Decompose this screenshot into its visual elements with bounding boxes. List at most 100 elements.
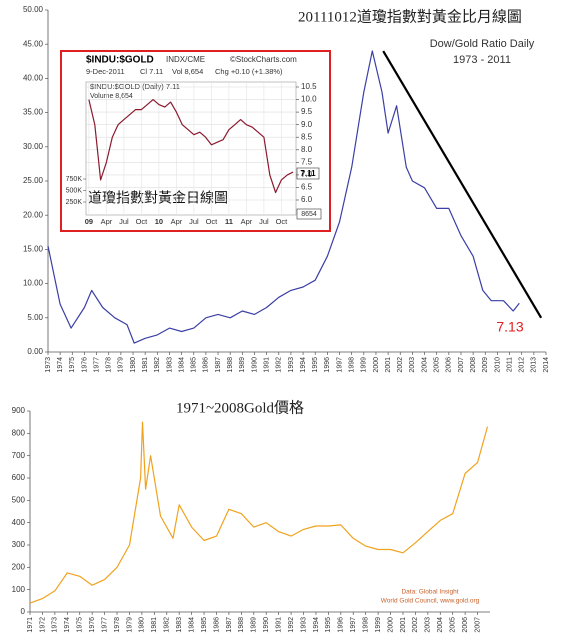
x-tick-label: 1977 — [93, 357, 100, 373]
x-tick-label: 2004 — [421, 357, 428, 373]
x-tick-label: Jul — [259, 217, 269, 226]
y-tick-label: 5.00 — [27, 313, 43, 322]
volume-box — [296, 208, 322, 220]
x-tick-label: 1971 — [27, 617, 34, 633]
x-tick-label: 1979 — [126, 617, 133, 633]
x-tick-label: 1991 — [275, 617, 282, 633]
x-tick-label: Jul — [119, 217, 129, 226]
x-tick-label: 2006 — [446, 357, 453, 373]
x-tick-label: 2001 — [400, 617, 407, 633]
y-tick-label: 700 — [12, 451, 26, 460]
y-tick-label: 100 — [12, 585, 26, 594]
x-tick-label: 1992 — [288, 617, 295, 633]
x-tick-label: 1987 — [226, 617, 233, 633]
x-tick-label: 1992 — [276, 357, 283, 373]
y-tick-label: 50.00 — [23, 5, 44, 14]
inset-change: Chg +0.10 (+1.38%) — [215, 67, 283, 76]
x-tick-label: 1986 — [213, 617, 220, 633]
x-tick-label: 2005 — [434, 357, 441, 373]
x-tick-label: 1995 — [325, 617, 332, 633]
x-tick-label: 2006 — [462, 617, 469, 633]
x-tick-label: Apr — [101, 217, 113, 226]
inset-symbol: $INDU:$GOLD — [86, 55, 154, 66]
y-tick-label: 200 — [12, 562, 26, 571]
y-tick-label: 10.00 — [23, 279, 44, 288]
x-tick-label: 09 — [85, 217, 93, 226]
x-tick-label: 2014 — [543, 357, 550, 373]
x-tick-label: 1987 — [215, 357, 222, 373]
chart-title: 1971~2008Gold價格 — [176, 399, 304, 416]
data-line — [47, 50, 520, 344]
source-note: World Gold Council, www.gold.org — [381, 598, 480, 605]
y-tick-label: 10.5 — [301, 82, 317, 91]
y-tick-label: 7.0 — [301, 170, 313, 179]
y2-tick-label: 500K — [66, 187, 83, 194]
x-tick-label: 2002 — [412, 617, 419, 633]
x-tick-label: 1985 — [191, 357, 198, 373]
x-tick-label: 1982 — [164, 617, 171, 633]
x-tick-label: 2007 — [474, 617, 481, 633]
x-tick-label: 1976 — [81, 357, 88, 373]
y-tick-label: 800 — [12, 428, 26, 437]
x-tick-label: 1978 — [106, 357, 113, 373]
subtitle: Dow/Gold Ratio Daily — [430, 38, 535, 50]
y-tick-label: 9.5 — [301, 107, 313, 116]
inset-legend-volume: Volume 8,654 — [90, 93, 133, 100]
x-tick-label: 1998 — [363, 617, 370, 633]
x-tick-label: 2002 — [397, 357, 404, 373]
x-tick-label: Oct — [206, 217, 219, 226]
data-line — [29, 421, 489, 604]
x-tick-label: 1978 — [114, 617, 121, 633]
inset-legend-price: $INDU:$GOLD (Daily) 7.11 — [90, 82, 180, 91]
source-note: Data: Global Insight — [401, 589, 458, 596]
x-tick-label: 1995 — [312, 357, 319, 373]
x-tick-label: Oct — [276, 217, 289, 226]
chart-title: 20111012道瓊指數對黃金比月線圖 — [298, 8, 522, 25]
x-tick-label: 2010 — [494, 357, 501, 373]
x-tick-label: 1979 — [118, 357, 125, 373]
x-tick-label: 2005 — [450, 617, 457, 633]
x-tick-label: 2001 — [385, 357, 392, 373]
x-tick-label: 1994 — [300, 357, 307, 373]
x-tick-label: 1986 — [203, 357, 210, 373]
y-tick-label: 400 — [12, 518, 26, 527]
x-tick-label: 1993 — [288, 357, 295, 373]
inset-exchange: INDX/CME — [166, 55, 205, 64]
x-tick-label: 1973 — [45, 357, 52, 373]
x-tick-label: 2011 — [506, 357, 513, 372]
x-tick-label: 1980 — [139, 617, 146, 633]
x-tick-label: 1988 — [238, 617, 245, 633]
x-tick-label: 1985 — [201, 617, 208, 633]
x-tick-label: 1990 — [263, 617, 270, 633]
x-tick-label: 1973 — [52, 617, 59, 633]
x-tick-label: 1983 — [176, 617, 183, 633]
x-tick-label: 2013 — [531, 357, 538, 373]
y-tick-label: 10.0 — [301, 95, 317, 104]
x-tick-label: 1996 — [324, 357, 331, 373]
y-tick-label: 0 — [21, 607, 26, 616]
x-tick-label: 11 — [225, 217, 233, 226]
x-tick-label: 1994 — [313, 617, 320, 633]
y-tick-label: 15.00 — [23, 245, 44, 254]
volume-box-label: 8654 — [301, 211, 317, 218]
x-tick-label: 2008 — [470, 357, 477, 373]
x-tick-label: 1997 — [350, 617, 357, 633]
y-tick-label: 20.00 — [23, 210, 44, 219]
y-tick-label: 30.00 — [23, 142, 44, 151]
x-tick-label: 2003 — [425, 617, 432, 633]
x-tick-label: 1982 — [154, 357, 161, 373]
x-tick-label: 1999 — [375, 617, 382, 633]
x-tick-label: Apr — [171, 217, 183, 226]
y-tick-label: 25.00 — [23, 176, 44, 185]
x-tick-label: 1977 — [101, 617, 108, 633]
y-tick-label: 6.5 — [301, 183, 313, 192]
y-tick-label: 8.0 — [301, 145, 313, 154]
data-line — [88, 99, 294, 194]
x-tick-label: 1984 — [188, 617, 195, 633]
inset-annotation: 道瓊指數對黃金日線圖 — [88, 190, 228, 206]
y-tick-label: 45.00 — [23, 39, 44, 48]
period: 1973 - 2011 — [453, 54, 511, 66]
last-value-label: 7.13 — [496, 319, 523, 335]
